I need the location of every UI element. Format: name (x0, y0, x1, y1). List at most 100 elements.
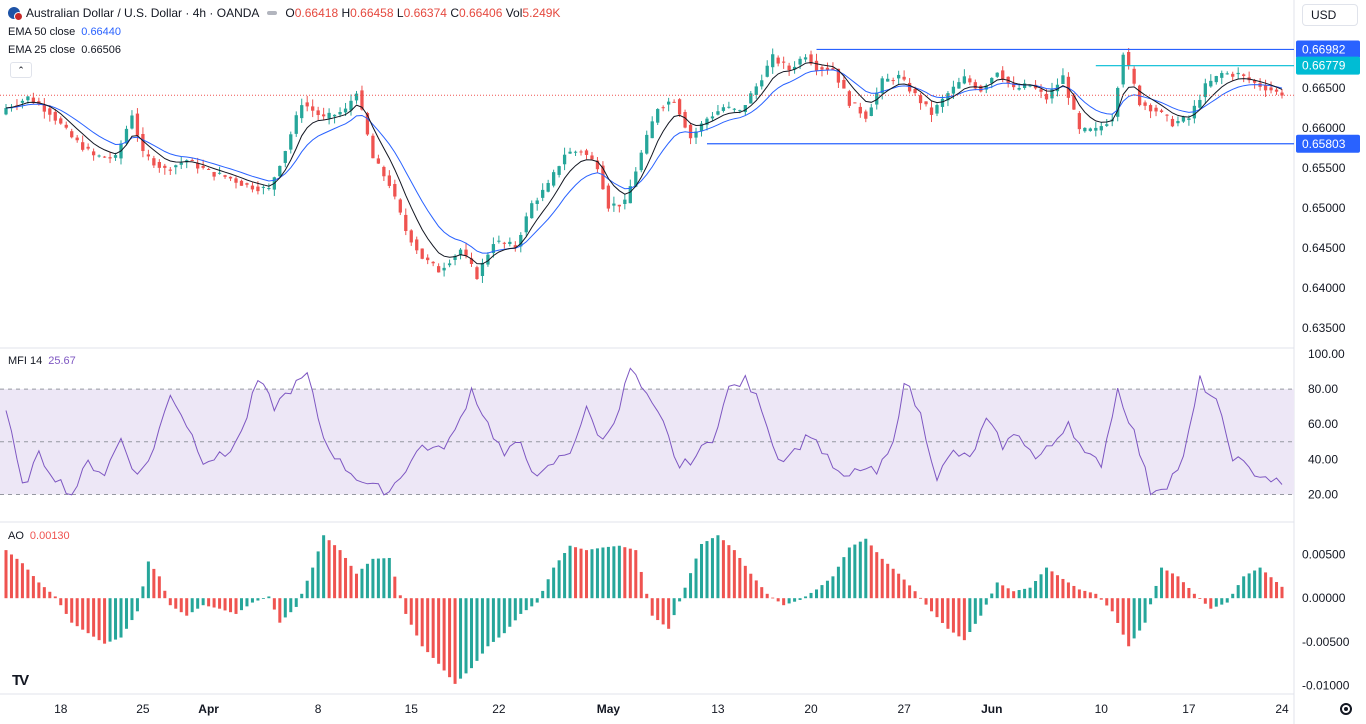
candle-body (551, 172, 556, 186)
candle-body (108, 157, 112, 159)
candle-body (864, 111, 868, 119)
candle-body (1203, 83, 1207, 98)
ao-bar (283, 598, 287, 618)
ao-bar (563, 553, 567, 599)
candle-body (343, 108, 348, 113)
ao-bar (114, 598, 118, 640)
candle-body (886, 78, 890, 82)
candle-body (562, 154, 567, 165)
ao-bar (508, 598, 512, 627)
candle-body (1269, 87, 1273, 91)
ema50-legend[interactable]: EMA 50 close 0.66440 (8, 26, 121, 38)
ao-legend[interactable]: AO 0.00130 (8, 530, 70, 542)
ao-bar (853, 544, 857, 599)
tradingview-logo[interactable]: TV (12, 672, 29, 689)
ao-bar (322, 535, 326, 599)
ao-bar (1160, 567, 1164, 599)
candle-body (623, 199, 627, 204)
ao-bar (1280, 586, 1284, 599)
ao-bar (574, 547, 578, 599)
ao-bar (1028, 587, 1032, 599)
candle-body (1137, 85, 1142, 106)
candle-body (1044, 93, 1049, 100)
candle-body (929, 107, 934, 115)
candle-body (924, 101, 928, 105)
ao-bar (459, 598, 463, 679)
mfi-legend[interactable]: MFI 14 25.67 (8, 355, 76, 367)
candle-body (776, 57, 780, 64)
candles-group (4, 48, 1284, 283)
candle-body (803, 57, 808, 60)
ao-bar (1209, 598, 1213, 609)
candle-body (31, 97, 36, 104)
high-label: H (341, 6, 351, 20)
ema25-legend[interactable]: EMA 25 close 0.66506 (8, 44, 121, 56)
ao-bar (590, 549, 594, 599)
ao-bar (365, 563, 369, 599)
candle-body (469, 258, 474, 264)
ao-bar (628, 548, 632, 599)
ao-bar (716, 535, 720, 599)
candle-body (771, 54, 775, 68)
candle-body (1252, 80, 1257, 83)
ao-bar (141, 586, 145, 599)
ao-bar (1214, 598, 1218, 607)
ao-bar (86, 598, 90, 634)
candle-body (1231, 73, 1235, 77)
ao-bar (431, 598, 435, 658)
candle-body (1116, 87, 1120, 117)
ao-bar (1198, 598, 1202, 599)
ao-bar (1181, 582, 1185, 599)
low-label: L (396, 6, 404, 20)
close-label: C (450, 6, 459, 20)
ao-bar (53, 596, 57, 599)
candle-body (628, 186, 632, 204)
ao-bar (1132, 598, 1136, 639)
ao-label: AO (8, 530, 24, 542)
ao-bar (442, 598, 446, 671)
ao-tick-label: 0.00000 (1302, 591, 1346, 605)
ao-bar (749, 573, 753, 599)
high-value: 0.66458 (350, 6, 394, 20)
menu-dots-icon[interactable] (267, 11, 278, 15)
ao-bar (968, 598, 972, 633)
ao-bar (1143, 598, 1147, 623)
currency-button[interactable]: USD (1302, 4, 1358, 26)
candle-body (612, 203, 616, 206)
candle-body (573, 151, 578, 153)
ao-bar (957, 598, 961, 637)
candle-body (535, 200, 539, 204)
ao-bar (809, 592, 813, 599)
candle-body (935, 105, 939, 114)
ao-bar (1099, 598, 1103, 600)
ao-bar (1231, 593, 1235, 599)
ao-bar (349, 565, 353, 599)
candle-body (847, 91, 852, 106)
ao-bar (667, 598, 671, 629)
candle-body (491, 244, 496, 254)
symbol-title[interactable]: Australian Dollar / U.S. Dollar · 4h · O… (26, 6, 260, 20)
candle-body (842, 80, 846, 89)
ao-bar (1050, 571, 1054, 599)
ao-bar (864, 538, 868, 599)
ao-bar (453, 598, 457, 684)
candle-body (420, 248, 424, 259)
symbol-header: Australian Dollar / U.S. Dollar · 4h · O… (8, 6, 560, 21)
candle-body (951, 86, 956, 94)
collapse-legend-button[interactable]: ⌃ (10, 62, 32, 78)
candle-body (513, 245, 517, 248)
time-tick-label: 18 (54, 702, 68, 716)
candle-body (940, 98, 945, 107)
ao-bar (382, 558, 386, 599)
candle-body (710, 116, 715, 119)
ao-bar (1083, 590, 1087, 599)
ao-bar (1023, 588, 1027, 599)
candle-body (530, 203, 534, 219)
mfi-tick-label: 60.00 (1308, 417, 1338, 431)
candle-body (212, 172, 216, 177)
candle-body (404, 214, 408, 231)
settings-gear-icon[interactable] (1340, 703, 1352, 715)
ao-bar (568, 545, 572, 599)
candle-body (1143, 102, 1147, 106)
